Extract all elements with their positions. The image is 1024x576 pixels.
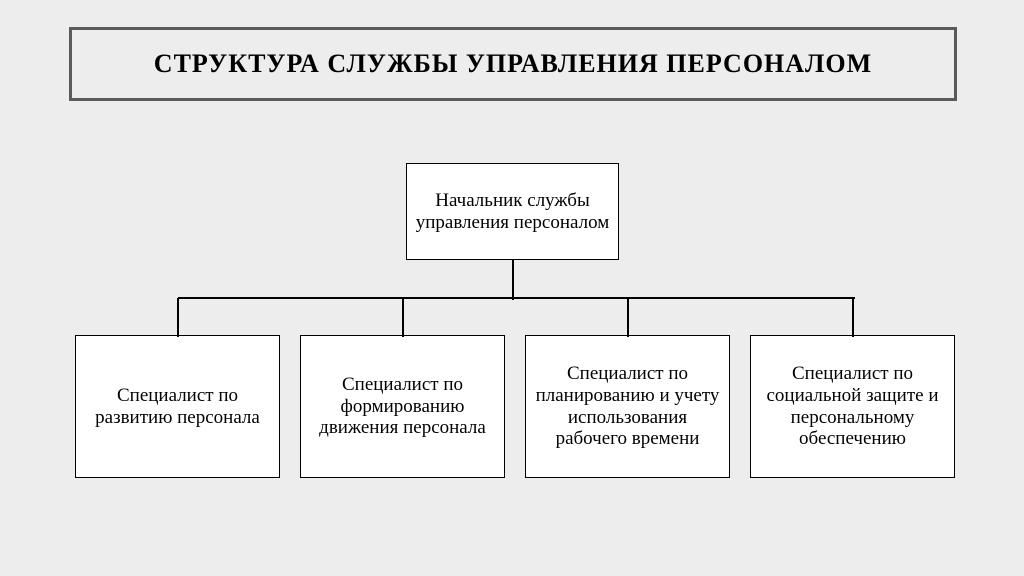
diagram-title: СТРУКТУРА СЛУЖБЫ УПРАВЛЕНИЯ ПЕРСОНАЛОМ bbox=[69, 27, 957, 101]
org-node-child-3: Специалист по планированию и учету испол… bbox=[525, 335, 730, 478]
connector-v bbox=[627, 298, 629, 337]
org-node-child-2: Специалист по формированию движения перс… bbox=[300, 335, 505, 478]
org-node-root: Начальник службы управления персоналом bbox=[406, 163, 619, 260]
connector-h bbox=[178, 297, 855, 299]
connector-v bbox=[852, 298, 854, 337]
connector-v bbox=[402, 298, 404, 337]
org-node-child-4: Специалист по социальной защите и персон… bbox=[750, 335, 955, 478]
connector-v bbox=[177, 298, 179, 337]
connector-v bbox=[512, 260, 514, 300]
org-node-child-1: Специалист по развитию персонала bbox=[75, 335, 280, 478]
org-chart-canvas: СТРУКТУРА СЛУЖБЫ УПРАВЛЕНИЯ ПЕРСОНАЛОМ На… bbox=[0, 0, 1024, 576]
